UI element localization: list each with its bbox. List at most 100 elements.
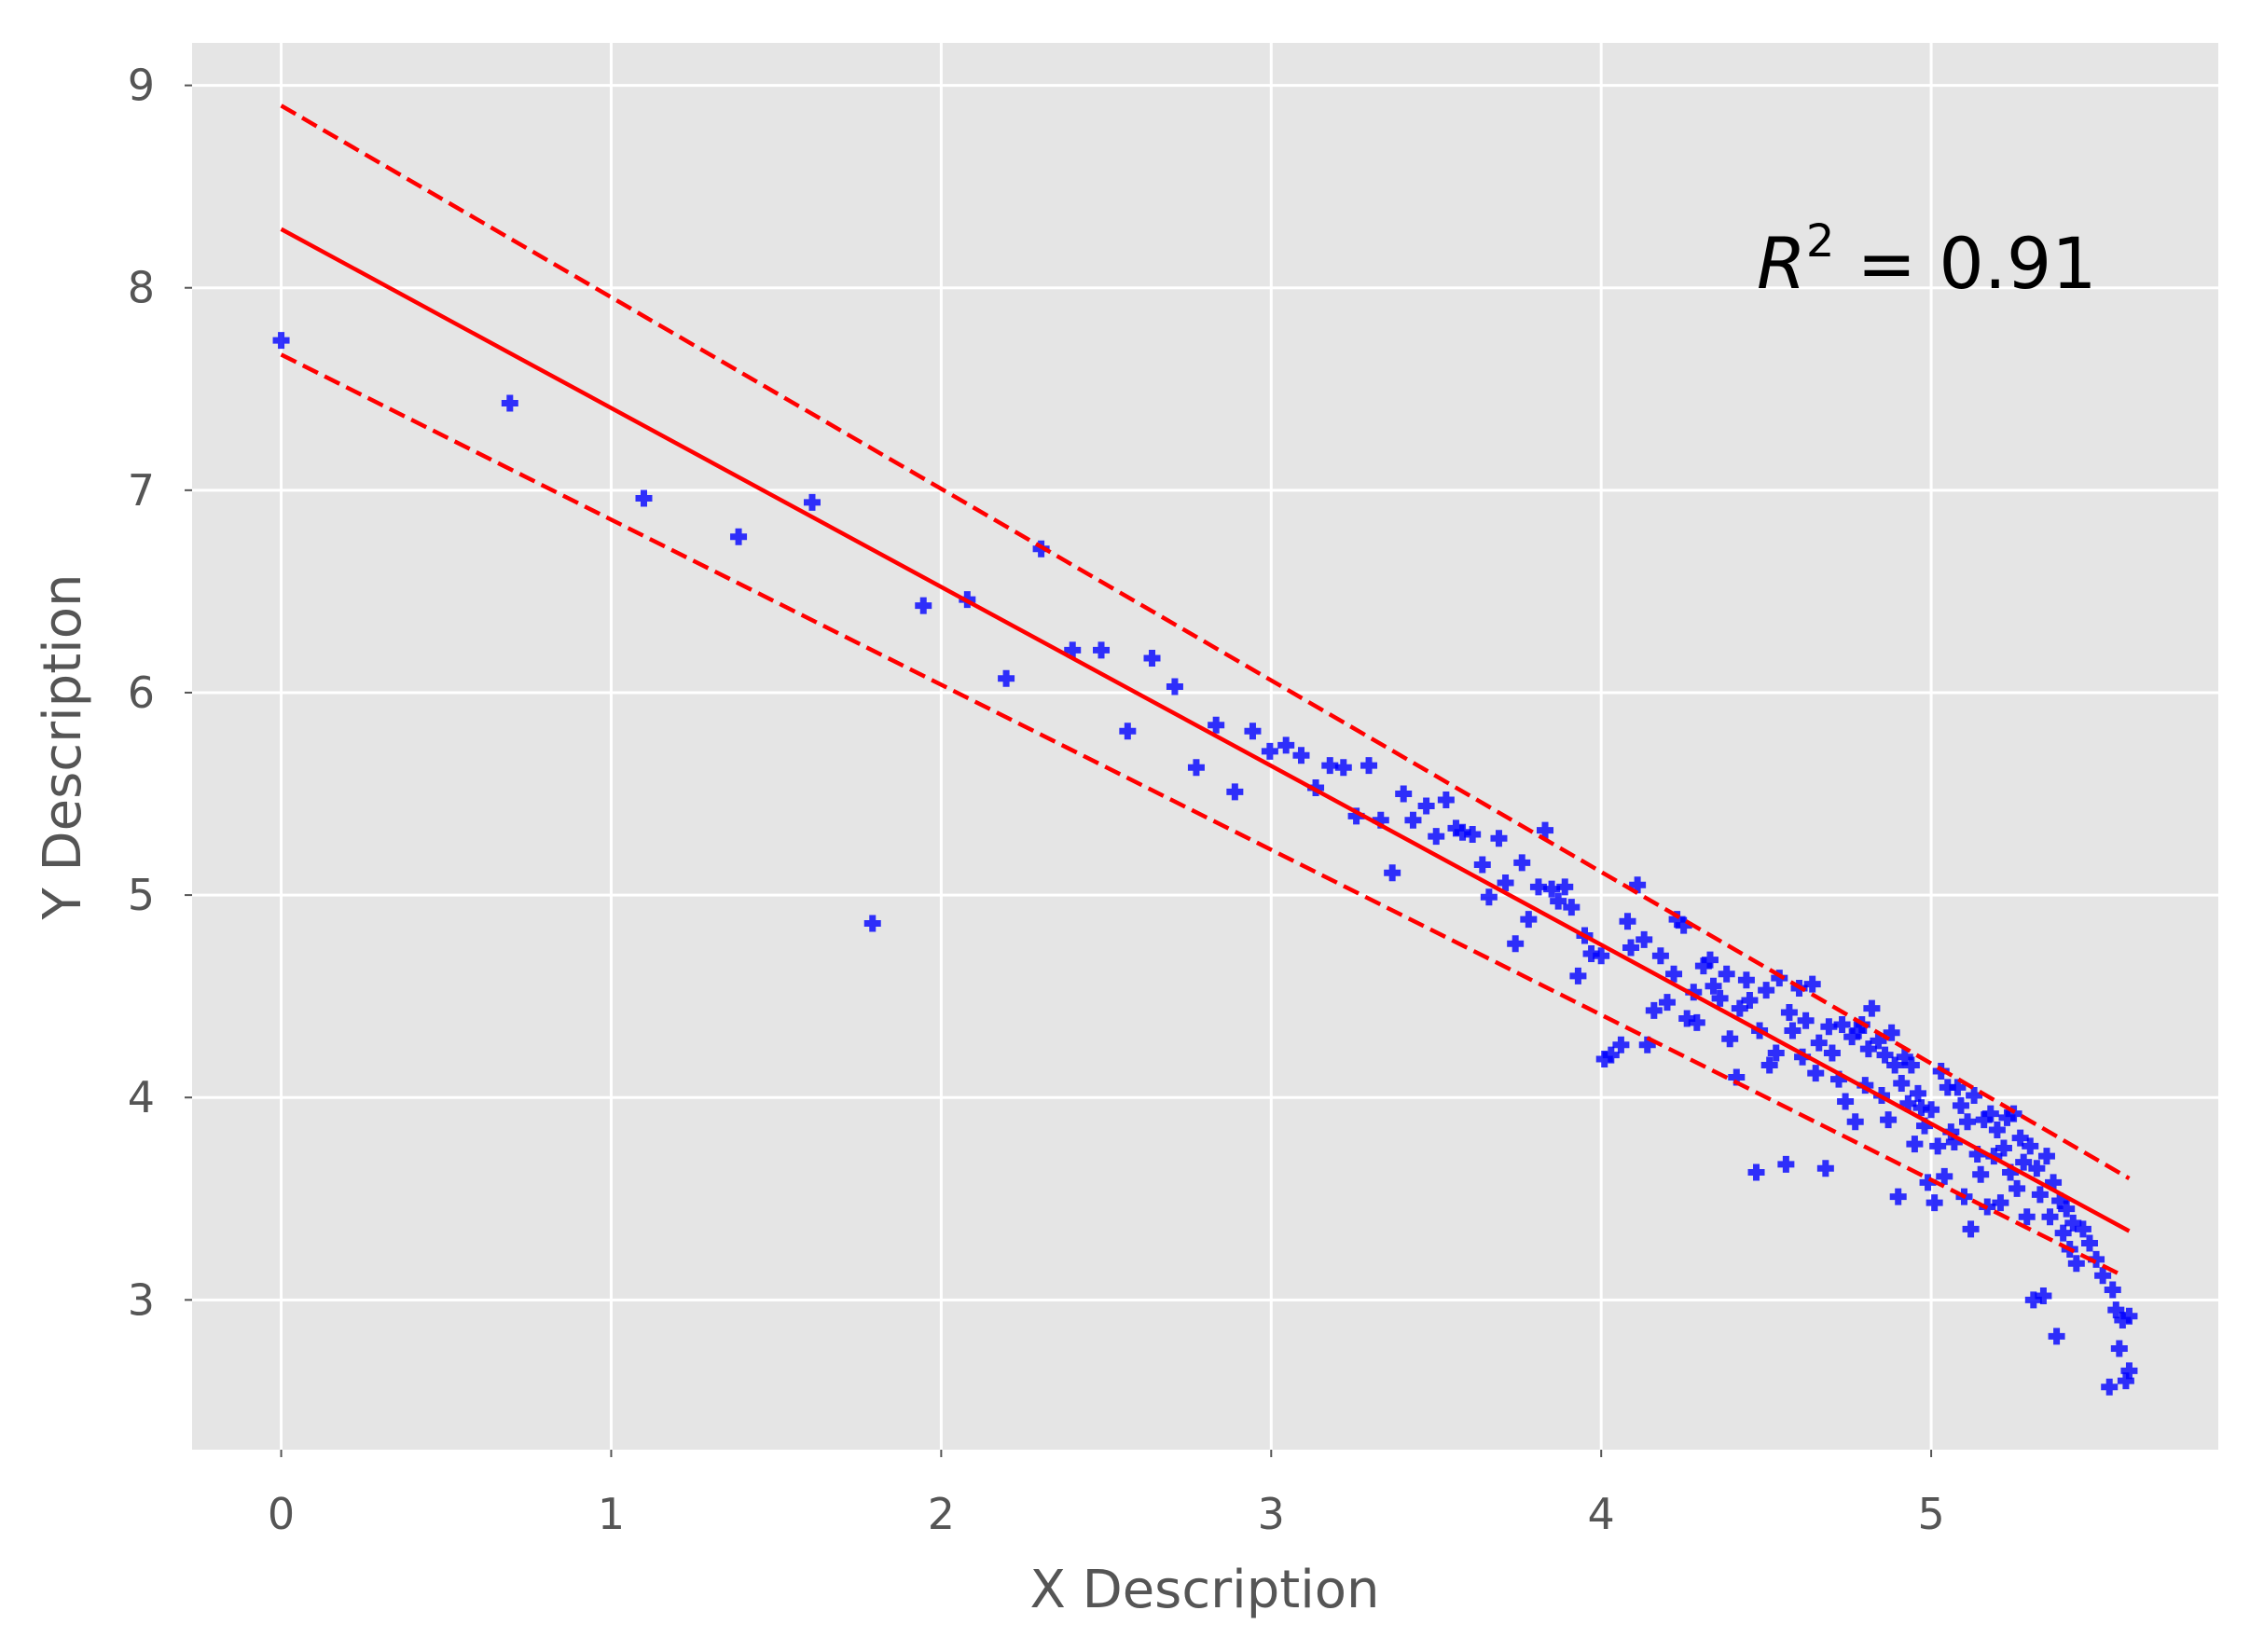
point [2054,1224,2072,1242]
point [1926,1194,1943,1212]
point [1988,1121,2006,1138]
point [1902,1056,1920,1074]
point [1119,723,1137,740]
point [1668,911,1686,929]
point [1850,1022,1868,1039]
point [1593,947,1610,965]
point [2015,1153,2033,1171]
point [1658,994,1676,1012]
point [1816,1160,1834,1177]
point [1261,742,1278,760]
point [1321,757,1339,775]
point [1636,930,1653,948]
point [1823,1044,1841,1062]
point [2074,1220,2091,1238]
point [1952,1096,1969,1114]
point [1747,1163,1765,1181]
confidence-line [280,352,2124,1278]
point [1846,1113,1864,1131]
point [1395,785,1413,803]
point [2114,1312,2132,1329]
point [1665,965,1683,983]
point [1741,991,1759,1009]
point [1384,864,1401,882]
point [2008,1179,2026,1197]
point [1906,1136,1924,1153]
point [1595,1050,1613,1067]
annotation-rest: = 0.91 [1834,222,2096,305]
grid [185,43,2218,1457]
point [2024,1291,2042,1309]
x-tick-label: 1 [598,1489,625,1539]
point [1859,1040,1877,1058]
point [1404,811,1422,829]
point [2028,1160,2046,1177]
point [1437,792,1455,809]
point [2002,1163,2020,1181]
point [1520,911,1538,929]
point [2094,1267,2112,1285]
point [1622,939,1640,957]
x-tick-label: 3 [1258,1489,1285,1539]
plot-background [192,43,2218,1450]
point [1919,1174,1937,1191]
point [2031,1186,2049,1204]
point [1889,1188,1907,1205]
point [2011,1129,2029,1147]
point [1645,1001,1663,1019]
point [2037,1148,2055,1165]
point [1556,878,1574,896]
y-tick-label: 8 [128,263,155,313]
point [1843,1028,1861,1046]
point [1513,854,1531,872]
point [1942,1123,1960,1141]
point [2022,1137,2039,1155]
point [1876,1046,1894,1064]
point [1830,1070,1848,1088]
point [1602,1046,1620,1064]
point [1688,1013,1705,1031]
point [1959,1113,1977,1131]
point [2120,1307,2138,1325]
point [1794,1048,1812,1066]
annotation-base: R [1757,222,1806,305]
point [1569,967,1587,984]
point [2045,1174,2063,1191]
point [863,915,881,932]
point [1981,1105,1999,1122]
point [915,597,932,614]
point [1883,1024,1900,1041]
point [1711,989,1729,1007]
point [2107,1301,2125,1319]
point [1758,982,1775,999]
point [1529,878,1547,896]
point [1334,759,1352,777]
point [1966,1087,1983,1105]
point [1760,1056,1778,1074]
point [1473,856,1491,874]
point [1685,984,1703,1001]
point [1490,830,1508,847]
point [1899,1094,1917,1112]
y-tick-label: 9 [128,61,155,111]
point [1507,935,1525,953]
point [1767,1044,1785,1062]
point [1962,1220,1980,1238]
point [1428,828,1445,846]
point [1360,757,1378,775]
point [1347,807,1365,825]
point [1797,1012,1815,1029]
point [1612,1036,1630,1053]
x-tick-label: 0 [268,1489,295,1539]
point [1447,819,1465,837]
point [1939,1079,1956,1096]
point [2064,1214,2082,1232]
point [1912,1099,1930,1117]
x-tick-label: 4 [1588,1489,1615,1539]
point [1857,1077,1874,1094]
x-tick-label: 2 [928,1489,955,1539]
point [1837,1093,1855,1110]
point [2080,1234,2098,1252]
point [1936,1167,1953,1185]
